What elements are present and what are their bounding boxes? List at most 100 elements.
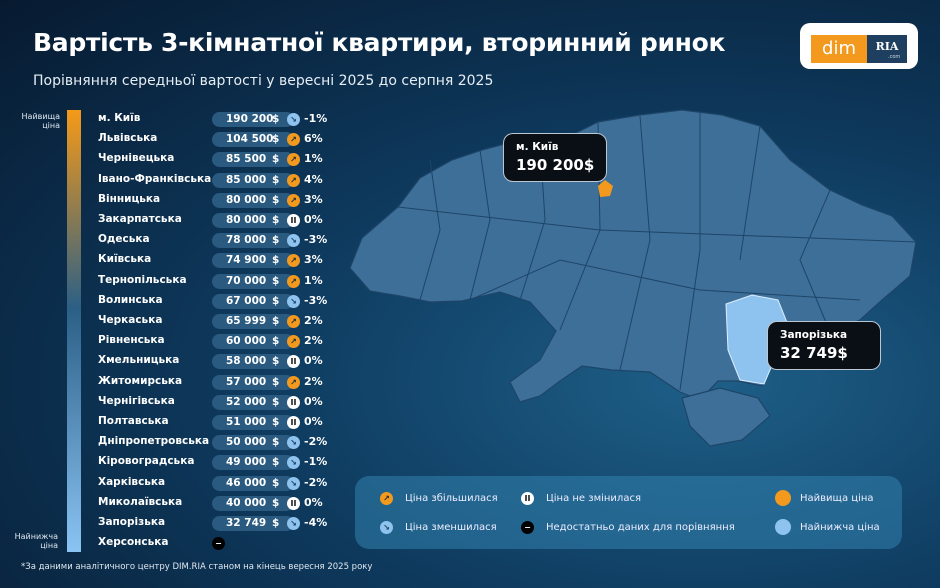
price-pill: 78 000 $ — [212, 233, 294, 249]
region-name: Київська — [98, 253, 152, 266]
price-value: 50 000 — [226, 436, 267, 449]
change-percent: -4% — [304, 516, 328, 529]
kyiv-callout-price: 190 200$ — [516, 156, 595, 174]
price-value: 46 000 — [226, 476, 267, 489]
change-percent: -1% — [304, 455, 328, 469]
footnote: *За даними аналітичного центру DIM.RIA с… — [21, 562, 373, 572]
price-pill: 57 000 $ — [212, 374, 294, 390]
change-percent: 0% — [304, 394, 323, 408]
price-value: 60 000 — [226, 335, 267, 348]
region-name: Рівненська — [98, 334, 165, 347]
price-value: 190 200 — [226, 113, 274, 125]
price-pill: 65 999 $ — [212, 314, 294, 329]
currency: $ — [272, 193, 280, 206]
region-name: Івано-Франківська — [98, 172, 212, 185]
price-value: 85 000 — [226, 173, 267, 186]
arrow-down-icon: ↘ — [287, 456, 300, 470]
price-pill: 50 000 $ — [212, 435, 294, 451]
region-row: Кіровоградська 49 000 $ ↘ -1% — [98, 454, 348, 471]
kyiv-callout-name: м. Київ — [516, 141, 559, 153]
region-row: Вінницька 80 000 $ ↗ 3% — [98, 192, 348, 208]
price-value: 57 000 — [226, 375, 267, 388]
price-pill: 32 749 $ — [212, 516, 294, 531]
region-name: Харківська — [98, 475, 166, 488]
arrow-down-icon: ↘ — [287, 436, 300, 450]
region-row: Полтавська 51 000 $ II 0% — [98, 414, 348, 430]
region-name: Житомирська — [98, 374, 183, 387]
change-percent: -2% — [304, 475, 328, 489]
currency: $ — [272, 496, 280, 509]
region-row: Харківська 46 000 $ ↘ -2% — [98, 475, 348, 491]
price-pill: 70 000 $ — [212, 273, 294, 289]
page-title: Вартість 3-кімнатної квартири, вторинний… — [33, 28, 726, 57]
price-value: 49 000 — [226, 456, 267, 469]
arrow-up-icon: ↗ — [380, 492, 393, 505]
region-row: Рівненська 60 000 $ ↗ 2% — [98, 333, 348, 350]
price-value: 32 749 — [226, 517, 267, 529]
change-percent: 0% — [304, 495, 323, 509]
price-pill: 67 000 $ — [212, 293, 294, 309]
currency: $ — [272, 476, 280, 489]
region-row: Чернігівська 52 000 $ II 0% — [98, 394, 348, 410]
region-row: Хмельницька 58 000 $ II 0% — [98, 353, 348, 370]
pause-icon: II — [287, 416, 300, 429]
price-pill: 85 500 $ — [212, 152, 294, 168]
logo-com: .com — [888, 54, 901, 60]
change-percent: 0% — [304, 415, 323, 428]
price-pill: 52 000 $ — [212, 394, 294, 410]
change-percent: -1% — [304, 112, 328, 125]
logo-dim: dim — [811, 35, 867, 63]
region-name: Чернігівська — [98, 394, 175, 407]
pause-icon: II — [287, 496, 300, 510]
arrow-down-icon: ↘ — [287, 517, 300, 530]
price-value: 104 500 — [226, 133, 274, 146]
region-row: Чернівецька 85 500 $ ↗ 1% — [98, 151, 348, 168]
arrow-up-icon: ↗ — [287, 153, 300, 167]
change-percent: 0% — [304, 213, 323, 226]
dim-ria-logo[interactable]: dim RIA .com — [800, 23, 918, 69]
region-name: Львівська — [98, 132, 158, 145]
change-percent: -3% — [304, 233, 328, 247]
region-name: Чернівецька — [98, 152, 175, 165]
change-percent: 2% — [304, 334, 323, 348]
currency: $ — [272, 517, 280, 529]
currency: $ — [272, 375, 280, 388]
arrow-up-icon: ↗ — [287, 315, 300, 328]
change-percent: 2% — [304, 314, 323, 327]
region-row: Дніпропетровська 50 000 $ ↘ -2% — [98, 434, 348, 451]
arrow-down-icon: ↘ — [287, 294, 300, 308]
region-row: Миколаївська 40 000 $ II 0% — [98, 495, 348, 511]
arrow-up-icon: ↗ — [287, 274, 300, 288]
region-row: Івано-Франківська 85 000 $ ↗ 4% — [98, 172, 348, 188]
currency: $ — [272, 153, 280, 166]
change-percent: 0% — [304, 354, 323, 368]
change-percent: -3% — [304, 293, 328, 307]
arrow-up-icon: ↗ — [287, 193, 300, 207]
region-name: Черкаська — [98, 314, 163, 326]
zaporizka-callout-name: Запорізька — [780, 329, 848, 341]
arrow-up-icon: ↗ — [287, 375, 300, 389]
price-value: 51 000 — [226, 416, 267, 428]
zaporizka-callout-price: 32 749$ — [780, 344, 848, 362]
region-name: Вінницька — [98, 192, 161, 205]
region-row: Закарпатська 80 000 $ II 0% — [98, 212, 348, 228]
kyiv-callout: м. Київ 190 200$ — [503, 133, 608, 182]
currency: $ — [272, 355, 280, 368]
currency: $ — [272, 456, 280, 469]
region-name: Миколаївська — [98, 495, 183, 508]
map-crimea — [681, 387, 771, 447]
region-name: м. Київ — [98, 112, 141, 124]
price-pill: 46 000 $ — [212, 475, 294, 491]
price-pill: 74 900 $ — [212, 253, 294, 269]
scale-top-label: Найвища ціна — [21, 112, 60, 130]
region-row: Волинська 67 000 $ ↘ -3% — [98, 293, 348, 309]
page-subtitle: Порівняння середньої вартості у вересні … — [33, 73, 494, 89]
orange-dot-icon — [775, 490, 791, 506]
price-scale-bar — [67, 110, 81, 552]
price-pill: 85 000 $ — [212, 172, 294, 188]
arrow-up-icon: ↗ — [287, 254, 300, 268]
minus-icon: − — [521, 521, 534, 534]
change-percent: 3% — [304, 192, 323, 206]
price-value: 58 000 — [226, 355, 267, 368]
currency: $ — [272, 234, 280, 247]
